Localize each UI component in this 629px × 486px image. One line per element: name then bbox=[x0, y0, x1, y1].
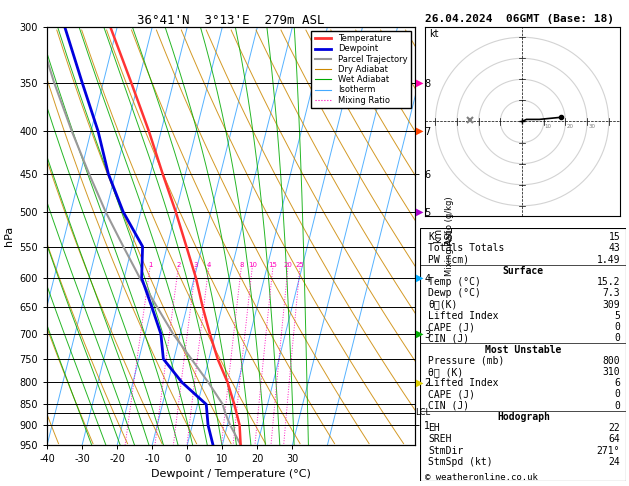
Text: CAPE (J): CAPE (J) bbox=[428, 389, 476, 399]
Text: Most Unstable: Most Unstable bbox=[485, 345, 562, 354]
Text: ▶: ▶ bbox=[416, 377, 424, 387]
Text: Surface: Surface bbox=[503, 266, 544, 276]
Text: CIN (J): CIN (J) bbox=[428, 333, 470, 343]
Text: 0: 0 bbox=[615, 322, 620, 332]
Text: SREH: SREH bbox=[428, 434, 452, 444]
Title: 36°41'N  3°13'E  279m ASL: 36°41'N 3°13'E 279m ASL bbox=[137, 14, 325, 27]
Text: Hodograph: Hodograph bbox=[497, 412, 550, 422]
Text: Dewp (°C): Dewp (°C) bbox=[428, 288, 481, 298]
Text: StmDir: StmDir bbox=[428, 446, 464, 455]
Text: 30: 30 bbox=[588, 124, 595, 129]
Text: 43: 43 bbox=[608, 243, 620, 253]
Text: 0: 0 bbox=[615, 400, 620, 411]
Y-axis label: hPa: hPa bbox=[4, 226, 14, 246]
Y-axis label: km
ASL: km ASL bbox=[433, 226, 455, 245]
Text: θᴄ(K): θᴄ(K) bbox=[428, 299, 458, 310]
Text: 6: 6 bbox=[615, 378, 620, 388]
Text: 20: 20 bbox=[284, 261, 292, 268]
Text: 309: 309 bbox=[603, 299, 620, 310]
Text: 10: 10 bbox=[545, 124, 552, 129]
Legend: Temperature, Dewpoint, Parcel Trajectory, Dry Adiabat, Wet Adiabat, Isotherm, Mi: Temperature, Dewpoint, Parcel Trajectory… bbox=[311, 31, 411, 108]
Text: 3: 3 bbox=[194, 261, 198, 268]
Text: ▶: ▶ bbox=[416, 126, 424, 136]
Text: LCL: LCL bbox=[415, 408, 430, 417]
Text: CIN (J): CIN (J) bbox=[428, 400, 470, 411]
Text: © weatheronline.co.uk: © weatheronline.co.uk bbox=[425, 473, 537, 482]
Text: 1: 1 bbox=[148, 261, 152, 268]
Text: ▶: ▶ bbox=[416, 78, 424, 87]
Text: EH: EH bbox=[428, 423, 440, 433]
Text: StmSpd (kt): StmSpd (kt) bbox=[428, 457, 493, 467]
Text: Lifted Index: Lifted Index bbox=[428, 378, 499, 388]
Text: 0: 0 bbox=[615, 389, 620, 399]
Text: Temp (°C): Temp (°C) bbox=[428, 277, 481, 287]
Text: 8: 8 bbox=[239, 261, 243, 268]
Text: ▶: ▶ bbox=[416, 329, 424, 339]
Text: 15.2: 15.2 bbox=[597, 277, 620, 287]
Text: 4: 4 bbox=[207, 261, 211, 268]
Text: 22: 22 bbox=[608, 423, 620, 433]
Text: K: K bbox=[428, 232, 434, 242]
Text: 5: 5 bbox=[615, 311, 620, 321]
Text: Lifted Index: Lifted Index bbox=[428, 311, 499, 321]
Text: 24: 24 bbox=[608, 457, 620, 467]
Text: 10: 10 bbox=[248, 261, 257, 268]
Text: 15: 15 bbox=[608, 232, 620, 242]
Text: 271°: 271° bbox=[597, 446, 620, 455]
Text: 20: 20 bbox=[567, 124, 574, 129]
Text: 15: 15 bbox=[269, 261, 277, 268]
Text: 1.49: 1.49 bbox=[597, 255, 620, 265]
Text: 800: 800 bbox=[603, 356, 620, 366]
Text: CAPE (J): CAPE (J) bbox=[428, 322, 476, 332]
Text: 64: 64 bbox=[608, 434, 620, 444]
Text: 310: 310 bbox=[603, 367, 620, 377]
Text: 26.04.2024  06GMT (Base: 18): 26.04.2024 06GMT (Base: 18) bbox=[425, 14, 613, 24]
Text: θᴄ (K): θᴄ (K) bbox=[428, 367, 464, 377]
X-axis label: Dewpoint / Temperature (°C): Dewpoint / Temperature (°C) bbox=[151, 469, 311, 479]
Text: ▶: ▶ bbox=[416, 207, 424, 217]
Text: PW (cm): PW (cm) bbox=[428, 255, 470, 265]
Text: Totals Totals: Totals Totals bbox=[428, 243, 505, 253]
Text: 25: 25 bbox=[296, 261, 304, 268]
Text: 0: 0 bbox=[615, 333, 620, 343]
Text: kt: kt bbox=[429, 29, 438, 39]
Text: 2: 2 bbox=[176, 261, 181, 268]
Text: Mixing Ratio (g/kg): Mixing Ratio (g/kg) bbox=[445, 196, 454, 276]
Text: Pressure (mb): Pressure (mb) bbox=[428, 356, 505, 366]
Text: 7.3: 7.3 bbox=[603, 288, 620, 298]
Text: ▶: ▶ bbox=[416, 273, 424, 283]
